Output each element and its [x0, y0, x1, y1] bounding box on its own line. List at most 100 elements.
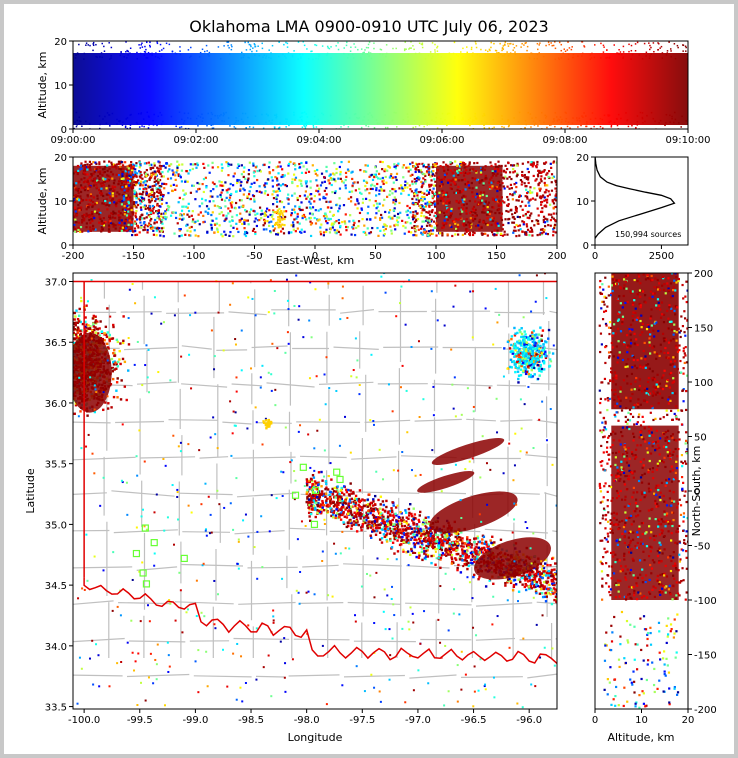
east-west-source: [169, 214, 173, 217]
east-west-source: [293, 192, 296, 195]
altitude-time-source: [111, 112, 114, 115]
altitude-time-source: [349, 50, 352, 52]
east-west-source: [544, 199, 548, 202]
east-west-source: [275, 205, 279, 208]
east-west-source: [229, 210, 232, 213]
east-west-source: [149, 185, 152, 188]
altitude-time-source: [237, 120, 240, 122]
altitude-time-source: [130, 113, 132, 116]
east-west-source: [374, 166, 377, 169]
east-west-source: [110, 212, 113, 215]
east-west-source: [87, 230, 90, 233]
east-west-source: [123, 213, 126, 216]
plan-view-source: [94, 315, 97, 318]
east-west-source: [443, 173, 447, 176]
east-west-source: [512, 164, 516, 167]
altitude-time-source: [301, 126, 304, 129]
altitude-time-source: [548, 43, 550, 46]
plan-view-source: [407, 523, 410, 526]
county-line: [359, 285, 367, 658]
east-west-source: [127, 167, 130, 170]
altitude-time-source: [636, 124, 639, 126]
east-west-source: [441, 189, 444, 192]
altitude-time-source: [406, 113, 409, 115]
east-west-source: [150, 196, 153, 199]
east-west-source: [497, 204, 500, 207]
altitude-time-source: [370, 114, 373, 117]
altitude-time-source: [76, 52, 79, 54]
altitude-time-source: [538, 120, 541, 122]
plan-view-source: [87, 327, 90, 330]
east-west-source: [80, 206, 83, 209]
east-west-source: [329, 176, 332, 180]
plan-view-source: [94, 326, 97, 329]
altitude-time-source: [379, 48, 382, 51]
east-west-source: [130, 227, 133, 230]
east-west-source: [305, 197, 308, 200]
altitude-time-source: [642, 122, 644, 124]
east-west-source: [456, 170, 459, 173]
east-west-source: [415, 166, 418, 170]
altitude-time-source: [363, 51, 365, 54]
east-west-source: [235, 222, 238, 225]
east-west-source: [124, 219, 127, 223]
east-west-source: [213, 204, 216, 207]
east-west-source: [550, 189, 554, 192]
east-west-source: [95, 168, 98, 171]
east-west-source: [320, 223, 323, 226]
east-west-source: [329, 173, 332, 176]
east-west-source: [540, 200, 544, 204]
east-west-source: [547, 175, 550, 179]
east-west-source: [423, 220, 426, 223]
east-west-source: [330, 223, 333, 226]
altitude-time-source: [536, 57, 538, 60]
east-west-source: [181, 218, 184, 221]
east-west-source: [234, 201, 238, 205]
plan-view-source: [345, 488, 348, 492]
east-west-source: [412, 214, 415, 217]
east-west-source: [238, 206, 241, 209]
plan-view-source: [120, 379, 123, 382]
east-west-source: [298, 205, 301, 208]
east-west-source: [83, 188, 87, 192]
east-west-source: [526, 167, 529, 171]
east-west-source: [501, 228, 504, 231]
altitude-time-source: [362, 52, 364, 54]
east-west-source: [511, 216, 514, 219]
east-west-source: [111, 216, 114, 219]
altitude-time-source: [649, 55, 651, 57]
east-west-source: [162, 193, 165, 197]
east-west-source: [99, 182, 102, 185]
east-west-source: [128, 219, 131, 222]
altitude-time-source: [241, 51, 243, 54]
east-west-source: [149, 167, 152, 170]
east-west-source: [325, 165, 328, 169]
east-west-source: [127, 171, 131, 174]
plan-view-source: [112, 363, 116, 366]
east-west-source: [328, 231, 332, 234]
altitude-time-source: [560, 43, 563, 46]
east-west-source: [205, 205, 209, 208]
east-west-source: [412, 211, 415, 214]
altitude-time-source: [300, 112, 303, 114]
east-west-source: [197, 213, 200, 216]
east-west-source: [188, 169, 192, 172]
east-west-source: [447, 168, 450, 171]
east-west-source: [74, 170, 77, 174]
altitude-time-source: [285, 41, 287, 44]
east-west-source: [396, 224, 399, 227]
east-west-source: [98, 177, 101, 180]
altitude-time-source: [628, 43, 630, 46]
east-west-source: [332, 222, 335, 226]
east-west-source: [413, 165, 416, 168]
east-west-source: [120, 160, 123, 164]
east-west-source: [478, 181, 481, 184]
altitude-time-source: [462, 118, 464, 121]
altitude-time-source: [242, 56, 245, 59]
altitude-time-source: [497, 56, 500, 59]
east-west-source: [253, 198, 256, 201]
plan-view-source: [106, 346, 110, 349]
altitude-time-source: [179, 50, 181, 52]
east-west-source: [148, 178, 151, 181]
east-west-source: [537, 222, 540, 225]
